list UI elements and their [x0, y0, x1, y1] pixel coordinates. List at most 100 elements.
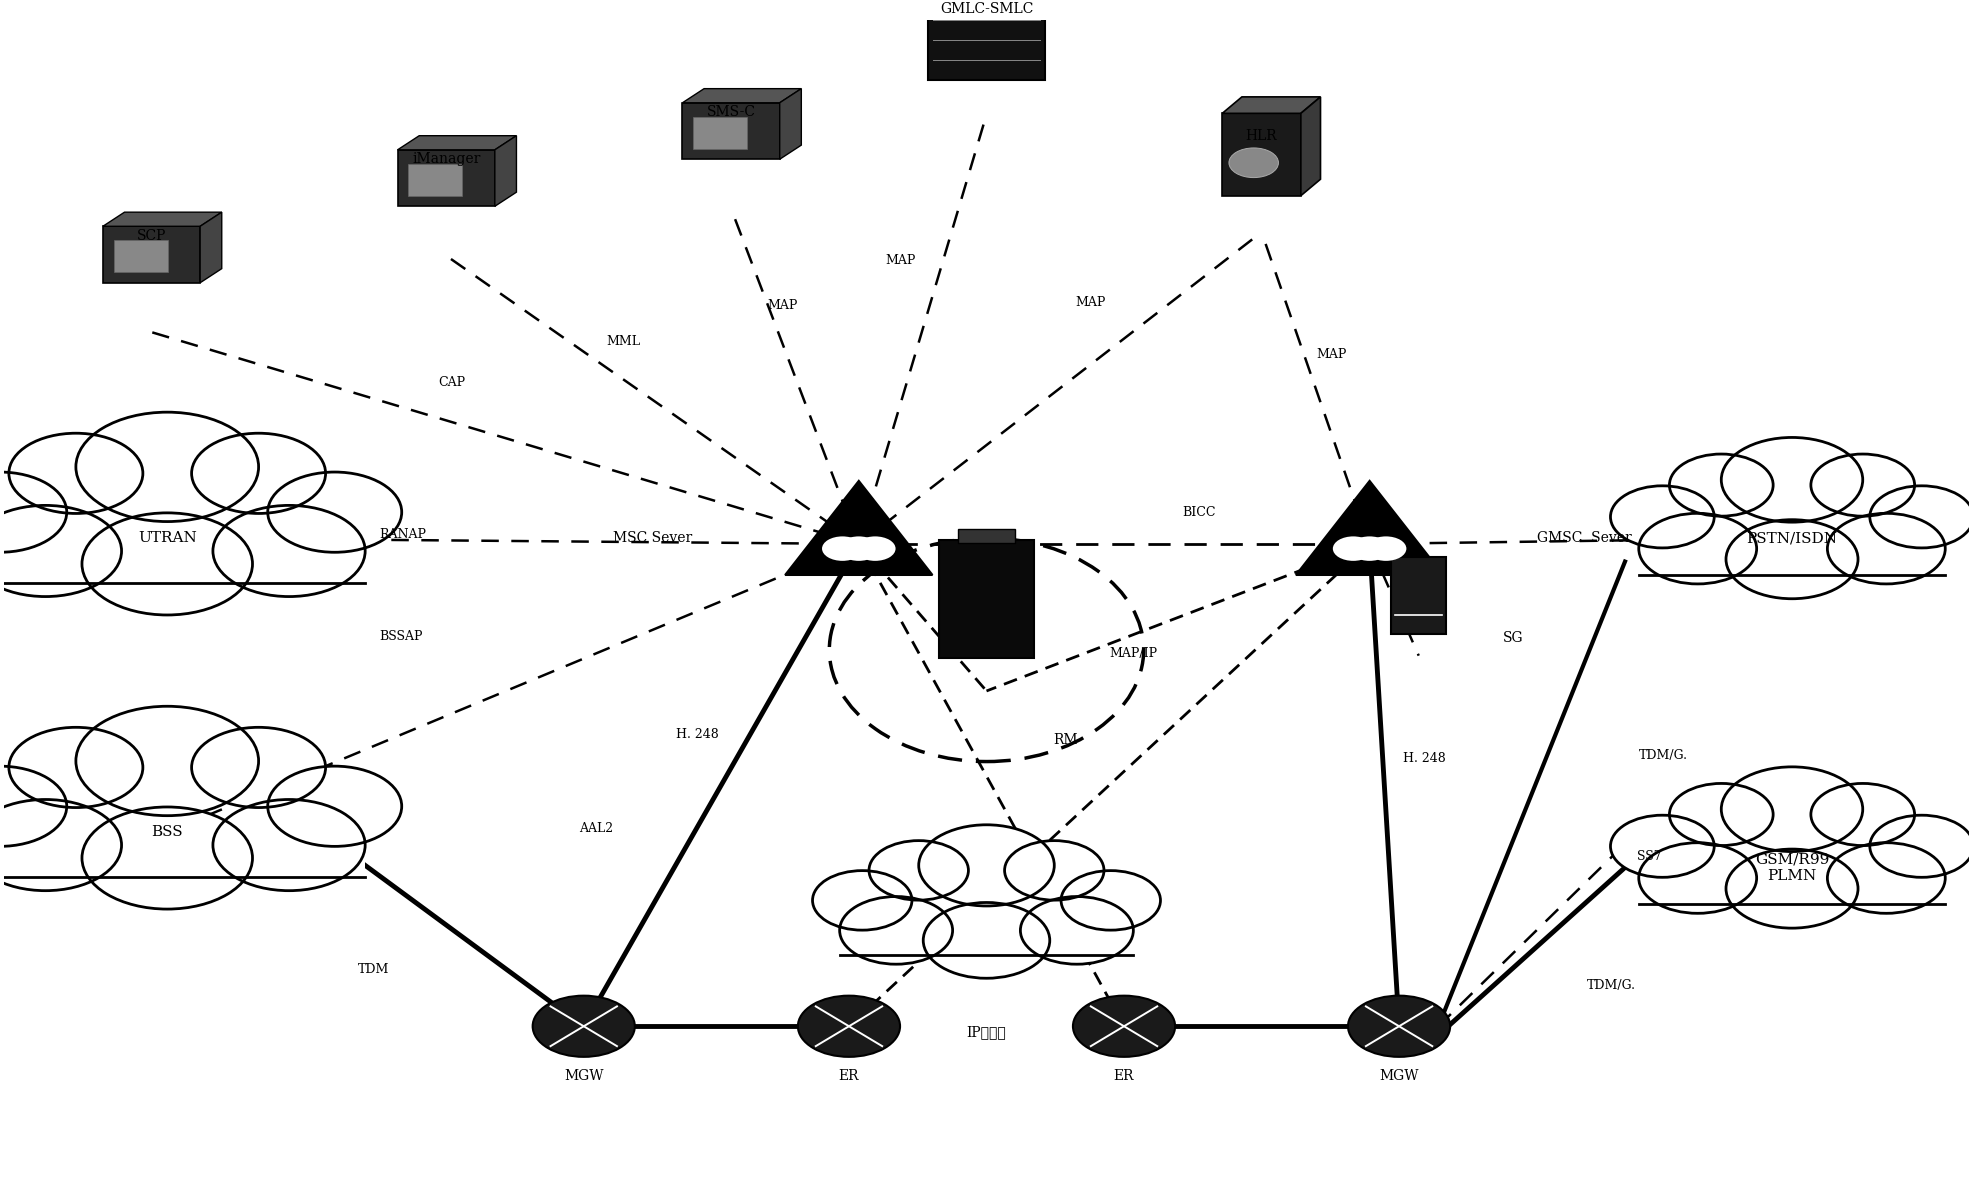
Polygon shape [199, 213, 221, 282]
Circle shape [1726, 849, 1859, 928]
Circle shape [1827, 843, 1945, 913]
Text: RM: RM [1054, 734, 1077, 747]
Text: MAP: MAP [884, 253, 915, 267]
Circle shape [0, 472, 67, 552]
FancyBboxPatch shape [408, 165, 462, 196]
Polygon shape [1300, 97, 1320, 196]
Polygon shape [1221, 97, 1320, 113]
Circle shape [75, 412, 258, 521]
Circle shape [1640, 843, 1756, 913]
Circle shape [268, 766, 402, 847]
FancyBboxPatch shape [939, 540, 1034, 658]
Text: H. 248: H. 248 [1403, 752, 1446, 765]
Text: HLR: HLR [1245, 129, 1277, 143]
Circle shape [1827, 513, 1945, 584]
Circle shape [1640, 513, 1756, 584]
Text: SS7: SS7 [1638, 850, 1661, 864]
Text: MML: MML [606, 335, 639, 348]
Circle shape [923, 902, 1050, 979]
Circle shape [1726, 520, 1859, 599]
Circle shape [1365, 537, 1407, 561]
Polygon shape [683, 89, 801, 103]
Text: PSTN/ISDN: PSTN/ISDN [1746, 531, 1837, 545]
Circle shape [1811, 454, 1914, 516]
Text: MGW: MGW [564, 1069, 604, 1082]
Circle shape [10, 434, 142, 514]
Circle shape [1720, 767, 1863, 852]
Text: MAP: MAP [1075, 297, 1105, 309]
FancyBboxPatch shape [959, 528, 1014, 543]
Circle shape [1061, 871, 1160, 930]
Text: MAP: MAP [1316, 348, 1348, 362]
Circle shape [1720, 437, 1863, 522]
FancyBboxPatch shape [114, 240, 168, 273]
Circle shape [1334, 537, 1373, 561]
Circle shape [823, 537, 862, 561]
Polygon shape [495, 136, 517, 207]
FancyBboxPatch shape [927, 0, 1046, 79]
Circle shape [797, 996, 900, 1057]
Text: GMLC-SMLC: GMLC-SMLC [939, 1, 1034, 16]
Text: GSM/R99
PLMN: GSM/R99 PLMN [1754, 853, 1829, 883]
FancyBboxPatch shape [683, 103, 779, 160]
Text: BSSAP: BSSAP [379, 631, 422, 644]
Text: BSS: BSS [152, 825, 183, 839]
Text: IP承载网: IP承载网 [967, 1026, 1006, 1039]
Circle shape [1870, 486, 1973, 548]
Text: TDM/G.: TDM/G. [1586, 979, 1636, 992]
Circle shape [83, 513, 253, 615]
Circle shape [868, 841, 969, 900]
Circle shape [10, 728, 142, 807]
Text: TDM: TDM [357, 963, 389, 976]
Circle shape [813, 871, 912, 930]
Text: SMS-C: SMS-C [706, 106, 756, 119]
Text: MAP/IP: MAP/IP [1109, 647, 1158, 659]
Text: GMSC  Sever: GMSC Sever [1537, 531, 1632, 545]
Polygon shape [399, 136, 517, 150]
Circle shape [213, 800, 365, 891]
Polygon shape [1640, 549, 1945, 569]
Circle shape [213, 506, 365, 597]
Circle shape [0, 800, 122, 891]
Polygon shape [1640, 878, 1945, 900]
Polygon shape [840, 931, 1133, 950]
Polygon shape [1296, 480, 1444, 575]
Polygon shape [0, 551, 365, 576]
Circle shape [839, 537, 880, 561]
Circle shape [75, 706, 258, 815]
Text: H. 248: H. 248 [677, 728, 718, 741]
Circle shape [1020, 897, 1133, 964]
Circle shape [1870, 815, 1973, 877]
Circle shape [1073, 996, 1176, 1057]
Circle shape [0, 766, 67, 847]
Text: ER: ER [839, 1069, 858, 1082]
Polygon shape [779, 89, 801, 160]
Circle shape [1669, 783, 1774, 846]
FancyBboxPatch shape [693, 116, 748, 149]
FancyBboxPatch shape [103, 226, 199, 282]
Circle shape [854, 537, 896, 561]
Text: RANAP: RANAP [379, 528, 426, 540]
Circle shape [840, 897, 953, 964]
Text: CAP: CAP [438, 376, 466, 389]
FancyBboxPatch shape [399, 150, 495, 207]
Circle shape [1610, 815, 1715, 877]
Text: MSC Sever: MSC Sever [612, 531, 693, 545]
Polygon shape [103, 213, 221, 226]
Polygon shape [0, 846, 365, 871]
Text: UTRAN: UTRAN [138, 531, 197, 545]
Circle shape [1229, 148, 1279, 178]
Circle shape [83, 807, 253, 909]
Circle shape [191, 728, 326, 807]
Circle shape [1811, 783, 1914, 846]
Circle shape [0, 506, 122, 597]
Text: TDM/G.: TDM/G. [1640, 749, 1687, 763]
Circle shape [919, 825, 1054, 906]
Text: MGW: MGW [1379, 1069, 1419, 1082]
Text: MAP: MAP [767, 299, 797, 311]
FancyBboxPatch shape [1391, 557, 1446, 634]
Circle shape [191, 434, 326, 514]
FancyBboxPatch shape [1221, 113, 1300, 196]
Text: BICC: BICC [1182, 506, 1215, 519]
Text: ER: ER [1115, 1069, 1134, 1082]
